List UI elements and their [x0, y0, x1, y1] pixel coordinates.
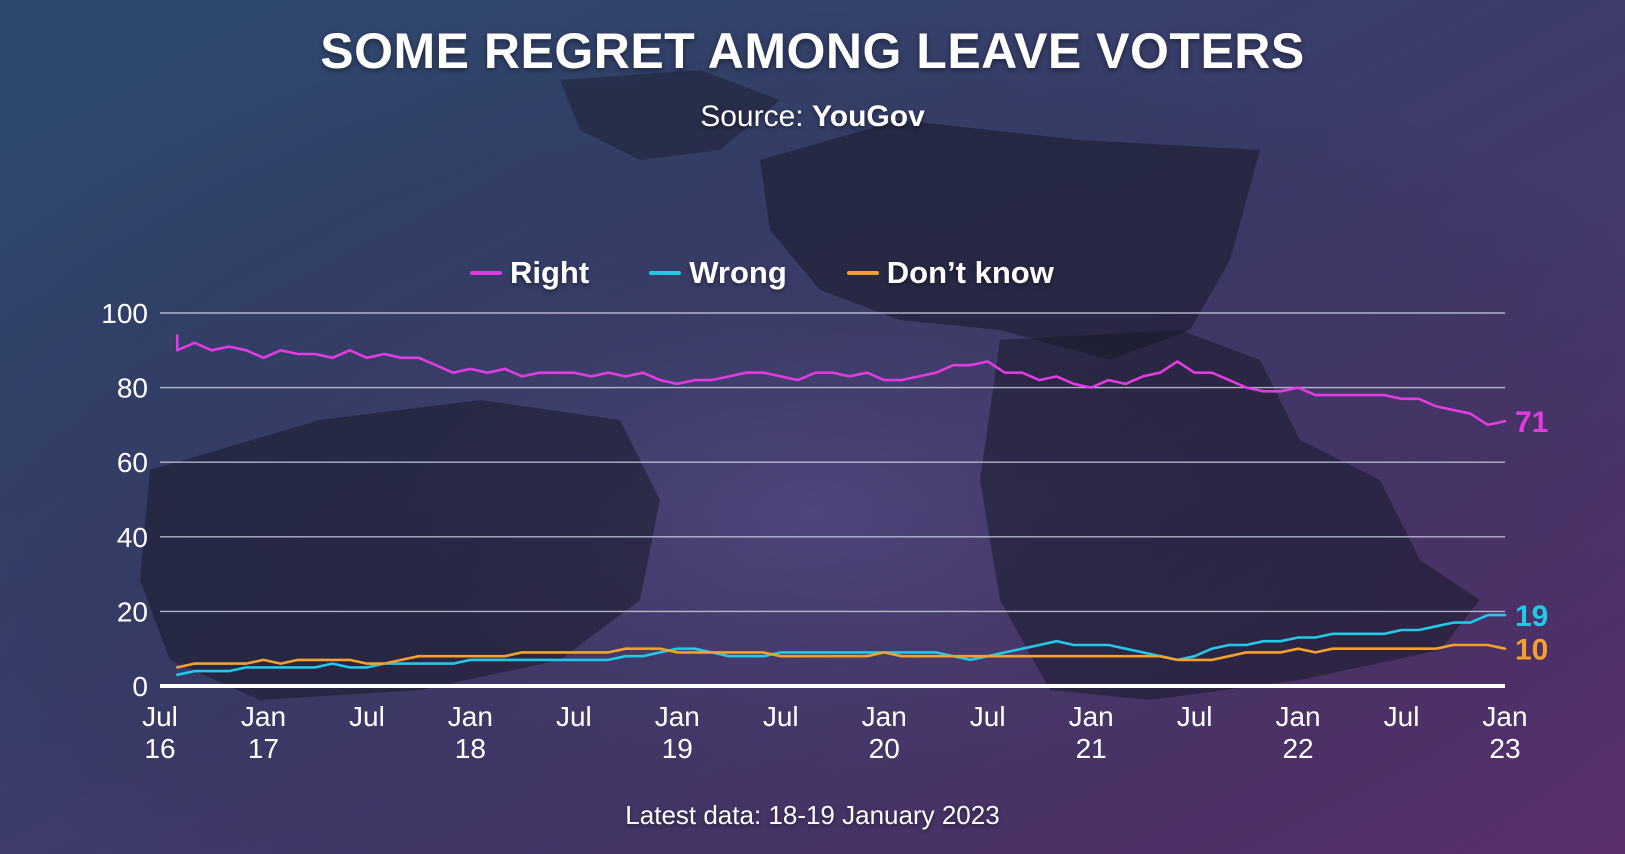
legend-item-dont-know: Don’t know [846, 255, 1054, 291]
series-line-dont-know [175, 643, 1507, 669]
legend-swatch-dont-know [846, 271, 879, 275]
end-label-dont-know: 10 [1515, 634, 1548, 667]
source-name: YouGov [811, 100, 925, 133]
x-tick-label-bottom-5: 19 [662, 733, 693, 764]
x-tick-label-top-5: Jan [655, 701, 700, 732]
x-tick-label-bottom-13: 23 [1489, 733, 1520, 764]
legend-item-right: Right [470, 255, 589, 291]
chart-legend: Right Wrong Don’t know [470, 253, 1114, 293]
x-tick-label-top-0: Jul [142, 701, 178, 732]
legend-label-dont-know: Don’t know [886, 255, 1054, 290]
land-mass-scotland [760, 120, 1260, 360]
x-tick-label-bottom-3: 18 [455, 733, 486, 764]
land-mass-england [980, 330, 1480, 700]
x-tick-label-top-1: Jan [241, 701, 286, 732]
legend-item-wrong: Wrong [649, 255, 787, 291]
source-label: Source: [700, 100, 804, 133]
y-tick-label-80: 80 [117, 373, 148, 404]
latest-data-note: Latest data: 18-19 January 2023 [625, 800, 1000, 830]
x-tick-label-top-11: Jan [1275, 701, 1320, 732]
end-label-wrong: 19 [1515, 600, 1548, 633]
x-tick-label-top-6: Jul [763, 701, 799, 732]
x-tick-label-top-8: Jul [970, 701, 1006, 732]
legend-label-right: Right [510, 255, 590, 290]
legend-swatch-right [470, 271, 502, 275]
y-tick-label-100: 100 [101, 298, 148, 329]
y-tick-label-20: 20 [117, 596, 148, 627]
x-tick-label-bottom-0: 16 [144, 733, 175, 764]
legend-label-wrong: Wrong [689, 255, 787, 290]
y-tick-label-0: 0 [132, 671, 148, 702]
x-tick-label-bottom-11: 22 [1282, 733, 1313, 764]
x-tick-label-top-9: Jan [1069, 701, 1114, 732]
series-lines [175, 334, 1507, 677]
x-tick-label-top-10: Jul [1177, 701, 1213, 732]
chart-title: SOME REGRET AMONG LEAVE VOTERS [320, 23, 1305, 79]
y-axis-ticks: 0 20 40 60 80 100 [101, 298, 148, 702]
x-tick-label-top-4: Jul [556, 701, 592, 732]
x-tick-label-bottom-7: 20 [869, 733, 900, 764]
series-line-wrong [175, 613, 1507, 677]
legend-swatch-wrong [649, 271, 682, 275]
x-tick-label-top-13: Jan [1482, 701, 1527, 732]
land-mass-islands [560, 70, 780, 160]
x-tick-label-top-3: Jan [448, 701, 493, 732]
end-label-right: 71 [1515, 406, 1548, 439]
x-tick-label-top-2: Jul [349, 701, 385, 732]
gridlines [160, 312, 1505, 688]
x-tick-label-bottom-9: 21 [1076, 733, 1107, 764]
x-tick-label-bottom-1: 17 [248, 733, 279, 764]
y-tick-label-40: 40 [117, 522, 148, 553]
x-tick-label-top-12: Jul [1384, 701, 1420, 732]
y-tick-label-60: 60 [117, 447, 148, 478]
chart-subtitle: Source: YouGov [0, 100, 1625, 134]
x-tick-label-top-7: Jan [862, 701, 907, 732]
land-mass-ireland [140, 400, 660, 700]
series-line-right [175, 334, 1507, 427]
